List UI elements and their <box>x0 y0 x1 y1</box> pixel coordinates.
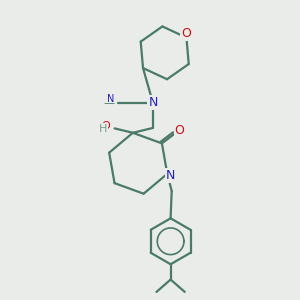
Text: O: O <box>182 27 191 40</box>
Text: O: O <box>101 121 110 131</box>
Text: N: N <box>148 96 158 110</box>
Text: H: H <box>99 124 108 134</box>
Text: N: N <box>106 94 114 104</box>
Text: H: H <box>99 124 108 134</box>
Text: O: O <box>101 121 110 131</box>
Text: O: O <box>175 124 184 137</box>
Text: N: N <box>166 169 175 182</box>
Text: O: O <box>182 27 191 40</box>
Text: O: O <box>175 124 184 137</box>
Text: N: N <box>166 169 175 182</box>
Text: N: N <box>148 96 158 110</box>
Text: —: — <box>103 98 115 108</box>
